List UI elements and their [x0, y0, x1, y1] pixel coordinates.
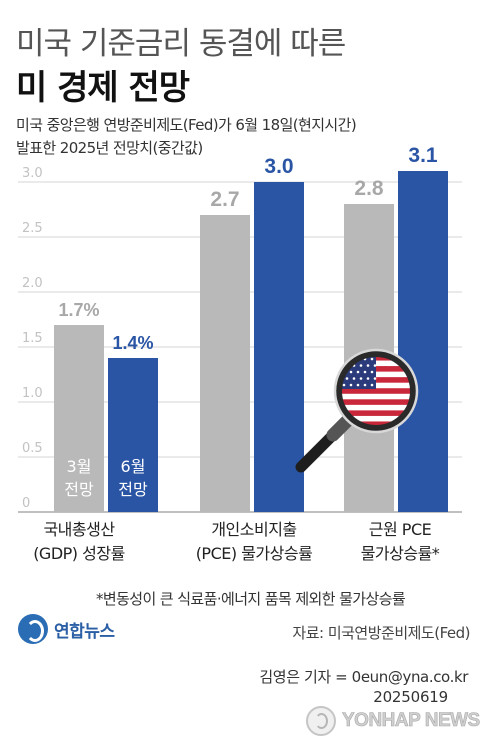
yonhap-watermark-icon — [306, 706, 336, 736]
flag-star — [349, 383, 353, 387]
data-label: 3.0 — [264, 155, 293, 178]
y-tick-label: 1.5 — [22, 331, 43, 346]
data-label: 2.7 — [210, 188, 239, 211]
flag-stripe — [340, 421, 412, 427]
bar-march — [200, 215, 250, 512]
flag-star — [370, 370, 374, 374]
flag-star — [373, 377, 377, 380]
flag-stripe — [340, 410, 412, 416]
series-label: 3월 — [67, 457, 92, 476]
subtitle: 미국 중앙은행 연방준비제도(Fed)가 6월 18일(현지시간) 발표한 20… — [16, 114, 357, 160]
x-category-label: (GDP) 성장률 — [33, 544, 125, 563]
page-title-line1: 미국 기준금리 동결에 따른 — [16, 26, 346, 62]
source: 자료: 미국연방준비제도(Fed) — [292, 624, 470, 642]
subtitle-line1: 미국 중앙은행 연방준비제도(Fed)가 6월 18일(현지시간) — [16, 116, 357, 134]
footnote: *변동성이 큰 식료품·에너지 품목 제외한 물가상승률 — [96, 590, 406, 608]
flag-star — [342, 383, 346, 387]
yonhap-logo-text: 연합뉴스 — [54, 621, 115, 642]
data-label: 1.7% — [58, 300, 99, 320]
byline: 김영은 기자 = 0eun@yna.co.kr — [259, 668, 468, 686]
x-category-label: 국내총생산 — [43, 520, 115, 539]
data-label: 1.4% — [112, 333, 153, 353]
yonhap-logo: 연합뉴스 — [18, 612, 115, 646]
series-label: 6월 — [121, 457, 146, 476]
flag-stripe — [340, 388, 412, 394]
y-tick-label: 3.0 — [22, 166, 43, 181]
x-category-label: (PCE) 물가상승률 — [196, 544, 313, 563]
date: 20250619 — [373, 688, 448, 706]
bar-june — [254, 182, 304, 512]
bar-june — [398, 171, 448, 512]
page-title-line2: 미 경제 전망 — [16, 68, 190, 108]
x-category-label: 물가상승률* — [361, 544, 440, 563]
flag-star — [356, 383, 360, 387]
flag-star — [352, 377, 356, 380]
series-label: 전망 — [64, 480, 94, 499]
y-tick-label: 2.5 — [22, 221, 43, 236]
flag-star — [370, 383, 374, 387]
yonhap-news-watermark: YONHAP NEWS — [306, 706, 481, 736]
data-label: 2.8 — [354, 177, 384, 200]
data-label: 3.1 — [408, 144, 438, 167]
y-tick-label: 1.0 — [22, 386, 43, 401]
flag-star — [349, 370, 353, 374]
y-tick-label: 2.0 — [22, 276, 43, 291]
flag-star — [363, 370, 367, 374]
x-category-label: 개인소비지출 — [211, 520, 296, 539]
x-category-label: 근원 PCE — [369, 520, 432, 539]
magnifier-with-us-flag-icon — [295, 348, 419, 473]
flag-star — [345, 377, 349, 380]
yonhap-logo-icon — [18, 614, 48, 644]
subtitle-line2: 발표한 2025년 전망치(중간값) — [16, 139, 203, 157]
flag-star — [366, 377, 370, 380]
bar-chart: 0 0.5 1.0 1.5 2.0 2.5 3.0 1.7% 2.7 2.8 1.4% 3.0 3.1… — [18, 144, 462, 563]
watermark-text: YONHAP NEWS — [342, 710, 481, 732]
flag-star — [363, 383, 367, 387]
y-tick-label: 0.5 — [22, 441, 43, 456]
flag-stripe — [340, 399, 412, 405]
flag-star — [373, 364, 377, 367]
y-tick-label: 0 — [22, 496, 30, 511]
flag-star — [359, 364, 363, 367]
bar-march — [54, 325, 104, 512]
flag-star — [366, 364, 370, 367]
flag-star — [370, 357, 374, 361]
series-label: 전망 — [118, 480, 148, 499]
flag-star — [359, 377, 363, 380]
flag-star — [356, 370, 360, 374]
bar-june — [108, 358, 158, 512]
